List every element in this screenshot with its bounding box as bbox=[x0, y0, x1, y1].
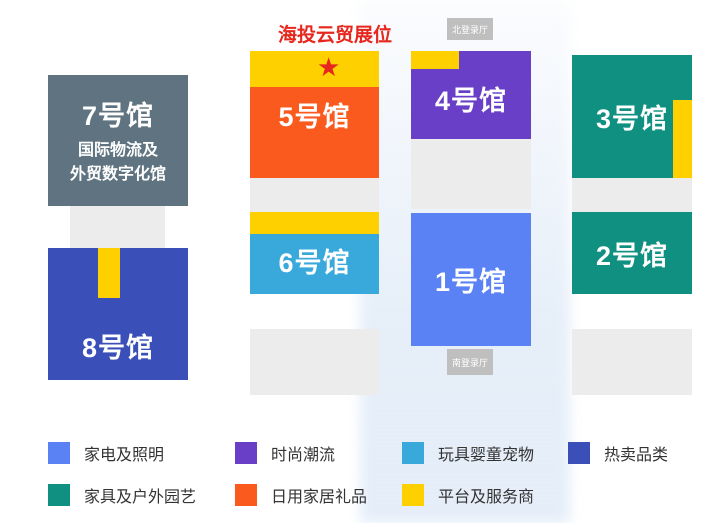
legend-item: 热卖品类 bbox=[568, 441, 668, 465]
corridor-block bbox=[70, 205, 165, 249]
hall-4-name: 4号馆 bbox=[434, 85, 508, 116]
corridor-block bbox=[250, 329, 379, 395]
hall-6-platform-strip bbox=[250, 212, 379, 234]
legend-item: 日用家居礼品 bbox=[235, 483, 367, 507]
south-entrance[interactable]: 南登录厅 bbox=[447, 349, 493, 375]
legend-label: 平台及服务商 bbox=[438, 489, 535, 506]
legend-item: 玩具婴童宠物 bbox=[402, 441, 534, 465]
corridor-block bbox=[250, 178, 379, 212]
hall-3-name: 3号馆 bbox=[595, 104, 669, 134]
legend-label: 热卖品类 bbox=[604, 447, 669, 464]
legend-swatch bbox=[402, 442, 424, 464]
legend-swatch bbox=[235, 484, 257, 506]
hall-7[interactable]: 7号馆 国际物流及 外贸数字化馆 bbox=[48, 75, 188, 206]
star-icon: ★ bbox=[317, 52, 341, 82]
booth-title: 海投云贸展位 bbox=[278, 25, 393, 46]
legend-swatch bbox=[48, 442, 70, 464]
hall-1[interactable]: 1号馆 bbox=[411, 213, 531, 346]
hall-7-subtitle-line1: 国际物流及 bbox=[77, 142, 158, 159]
hall-3[interactable]: 3号馆 bbox=[572, 55, 692, 178]
hall-8-name: 8号馆 bbox=[81, 332, 155, 363]
hall-1-name: 1号馆 bbox=[434, 267, 508, 297]
legend-swatch bbox=[48, 484, 70, 506]
legend-swatch bbox=[235, 442, 257, 464]
legend-swatch bbox=[568, 442, 590, 464]
hall-8-platform-strip bbox=[98, 248, 120, 298]
hall-7-subtitle: 国际物流及 外贸数字化馆 bbox=[70, 139, 166, 187]
hall-2-name: 2号馆 bbox=[595, 240, 669, 271]
legend-label: 家具及户外园艺 bbox=[84, 489, 197, 506]
legend-label: 家电及照明 bbox=[84, 447, 165, 464]
hall-6-name: 6号馆 bbox=[278, 247, 351, 278]
corridor-block bbox=[411, 139, 531, 209]
legend-label: 玩具婴童宠物 bbox=[438, 447, 535, 464]
corridor-block bbox=[572, 329, 692, 395]
legend-item: 家电及照明 bbox=[48, 441, 164, 465]
legend-item: 时尚潮流 bbox=[235, 441, 335, 465]
hall-2[interactable]: 2号馆 bbox=[572, 212, 692, 294]
hall-5-name: 5号馆 bbox=[278, 102, 351, 132]
legend-item: 家具及户外园艺 bbox=[48, 483, 196, 507]
legend-label: 时尚潮流 bbox=[271, 447, 336, 464]
hall-7-name: 7号馆 bbox=[81, 101, 155, 131]
corridor-block bbox=[572, 178, 692, 212]
legend-item: 平台及服务商 bbox=[402, 483, 534, 507]
north-entrance[interactable]: 北登录厅 bbox=[447, 18, 493, 40]
hall-5-platform-strip-ext bbox=[360, 51, 379, 87]
hall-7-subtitle-line2: 外贸数字化馆 bbox=[69, 166, 166, 183]
legend-label: 日用家居礼品 bbox=[271, 489, 368, 506]
hall-3-platform-strip bbox=[673, 100, 692, 178]
legend-swatch bbox=[402, 484, 424, 506]
hall-4-platform-strip bbox=[411, 51, 459, 69]
hall-5-platform-strip bbox=[250, 51, 379, 87]
